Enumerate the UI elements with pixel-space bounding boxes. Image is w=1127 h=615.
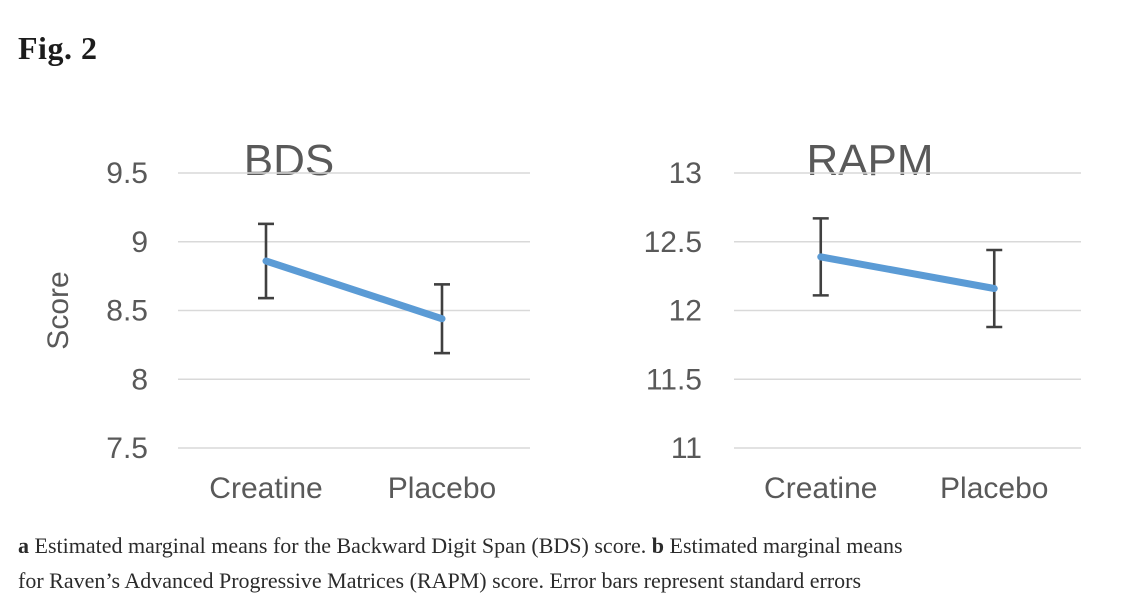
x-category-label: Placebo bbox=[940, 472, 1048, 505]
y-tick-label: 11.5 bbox=[646, 363, 702, 396]
chart-title: BDS bbox=[244, 136, 334, 185]
y-tick-label: 11 bbox=[671, 432, 702, 465]
y-axis-label: Score bbox=[42, 271, 75, 349]
caption-text: for Raven’s Advanced Progressive Matrice… bbox=[18, 568, 862, 593]
y-tick-label: 13 bbox=[669, 157, 702, 190]
chart-rapm: RAPM 13 12.5 12 11.5 11 Creatine Placebo bbox=[563, 60, 1127, 510]
caption-text: Estimated marginal means bbox=[664, 533, 903, 558]
y-tick-label: 9 bbox=[131, 226, 148, 259]
y-tick-label: 12 bbox=[669, 295, 702, 328]
series-line bbox=[262, 257, 446, 323]
chart-bds: BDS 9.5 9 8.5 8 7.5 Score Creatine Placebo bbox=[0, 60, 563, 510]
caption-line: for Raven’s Advanced Progressive Matrice… bbox=[18, 563, 1118, 598]
caption-panel-letter: a bbox=[18, 533, 29, 558]
chart-title: RAPM bbox=[806, 136, 933, 185]
y-tick-label: 8.5 bbox=[106, 295, 148, 328]
y-tick-label: 12.5 bbox=[644, 226, 702, 259]
caption-line: a Estimated marginal means for the Backw… bbox=[18, 528, 1118, 563]
y-tick-label: 7.5 bbox=[106, 432, 148, 465]
x-category-label: Creatine bbox=[764, 472, 877, 505]
x-category-label: Creatine bbox=[209, 472, 322, 505]
caption-panel-letter: b bbox=[651, 533, 665, 558]
y-tick-label: 9.5 bbox=[106, 157, 148, 190]
y-tick-label: 8 bbox=[131, 363, 148, 396]
chart-svg-bds: BDS 9.5 9 8.5 8 7.5 Score Creatine Placebo bbox=[42, 136, 530, 505]
series-line bbox=[817, 253, 998, 292]
figure-label: Fig. 2 bbox=[18, 30, 98, 66]
chart-svg-rapm: RAPM 13 12.5 12 11.5 11 Creatine Placebo bbox=[644, 136, 1081, 505]
figure-caption: a Estimated marginal means for the Backw… bbox=[18, 528, 1118, 598]
x-category-label: Placebo bbox=[388, 472, 496, 505]
charts-row: BDS 9.5 9 8.5 8 7.5 Score Creatine Placebo RAPM 1… bbox=[0, 60, 1127, 510]
caption-text: Estimated marginal means for the Backwar… bbox=[29, 533, 652, 558]
